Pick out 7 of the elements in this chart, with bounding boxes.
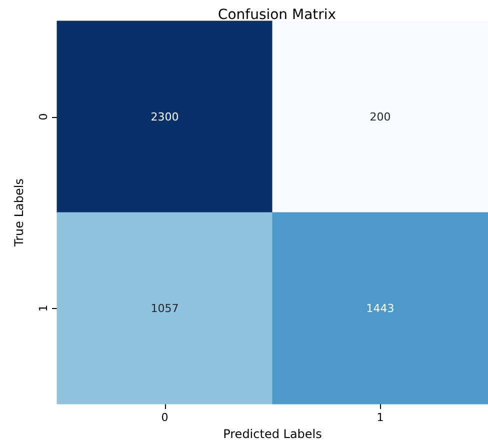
data-label: 1443 (366, 302, 394, 315)
data-label: 1057 (150, 302, 179, 315)
data-label: 2300 (150, 110, 179, 124)
y-axis-title: True Labels (12, 178, 26, 248)
chart-title: Confusion Matrix (218, 7, 336, 23)
data-label: 200 (370, 110, 391, 124)
x-axis-title: Predicted Labels (223, 427, 322, 441)
